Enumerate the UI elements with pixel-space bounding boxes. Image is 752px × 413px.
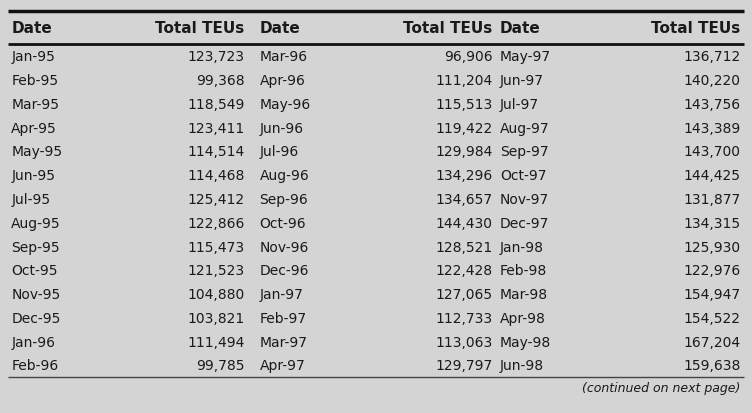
Text: 122,976: 122,976	[684, 263, 741, 278]
Text: 113,063: 113,063	[435, 335, 493, 349]
Text: Oct-96: Oct-96	[259, 216, 306, 230]
Text: Total TEUs: Total TEUs	[155, 21, 244, 36]
Text: Mar-98: Mar-98	[500, 287, 548, 301]
Text: 140,220: 140,220	[684, 74, 741, 88]
Text: Oct-95: Oct-95	[11, 263, 58, 278]
Text: Jul-97: Jul-97	[500, 98, 539, 112]
Text: 119,422: 119,422	[435, 121, 493, 135]
Text: Jun-98: Jun-98	[500, 358, 544, 373]
Text: 134,657: 134,657	[435, 192, 493, 206]
Text: Mar-97: Mar-97	[259, 335, 308, 349]
Text: Nov-96: Nov-96	[259, 240, 309, 254]
Text: Jan-95: Jan-95	[11, 50, 55, 64]
Text: Oct-97: Oct-97	[500, 169, 547, 183]
Text: Date: Date	[11, 21, 52, 36]
Text: 143,700: 143,700	[684, 145, 741, 159]
Text: 129,984: 129,984	[435, 145, 493, 159]
Text: Feb-97: Feb-97	[259, 311, 307, 325]
Text: Nov-95: Nov-95	[11, 287, 60, 301]
Text: 111,204: 111,204	[435, 74, 493, 88]
Text: 115,513: 115,513	[435, 98, 493, 112]
Text: 134,296: 134,296	[435, 169, 493, 183]
Text: Apr-97: Apr-97	[259, 358, 305, 373]
Text: 144,430: 144,430	[435, 216, 493, 230]
Text: 118,549: 118,549	[187, 98, 244, 112]
Text: Date: Date	[500, 21, 541, 36]
Text: May-96: May-96	[259, 98, 311, 112]
Text: Dec-96: Dec-96	[259, 263, 309, 278]
Text: 144,425: 144,425	[684, 169, 741, 183]
Text: 121,523: 121,523	[187, 263, 244, 278]
Text: 143,756: 143,756	[684, 98, 741, 112]
Text: Apr-98: Apr-98	[500, 311, 546, 325]
Text: Jan-97: Jan-97	[259, 287, 303, 301]
Text: Jun-96: Jun-96	[259, 121, 304, 135]
Text: 111,494: 111,494	[187, 335, 244, 349]
Text: 125,930: 125,930	[684, 240, 741, 254]
Text: 114,468: 114,468	[187, 169, 244, 183]
Text: 114,514: 114,514	[187, 145, 244, 159]
Text: Apr-95: Apr-95	[11, 121, 57, 135]
Text: 134,315: 134,315	[684, 216, 741, 230]
Text: Feb-98: Feb-98	[500, 263, 547, 278]
Text: May-97: May-97	[500, 50, 551, 64]
Text: Dec-97: Dec-97	[500, 216, 550, 230]
Text: 99,368: 99,368	[196, 74, 244, 88]
Text: 154,522: 154,522	[684, 311, 741, 325]
Text: Jan-96: Jan-96	[11, 335, 56, 349]
Text: 154,947: 154,947	[684, 287, 741, 301]
Text: Apr-96: Apr-96	[259, 74, 305, 88]
Text: 115,473: 115,473	[187, 240, 244, 254]
Text: Jan-98: Jan-98	[500, 240, 544, 254]
Text: Jun-97: Jun-97	[500, 74, 544, 88]
Text: 129,797: 129,797	[435, 358, 493, 373]
Text: Jun-95: Jun-95	[11, 169, 56, 183]
Text: Feb-95: Feb-95	[11, 74, 59, 88]
Text: (continued on next page): (continued on next page)	[582, 382, 741, 394]
Text: Sep-95: Sep-95	[11, 240, 60, 254]
Text: 122,428: 122,428	[435, 263, 493, 278]
Text: Feb-96: Feb-96	[11, 358, 59, 373]
Text: Sep-96: Sep-96	[259, 192, 308, 206]
Text: Total TEUs: Total TEUs	[651, 21, 741, 36]
Text: 131,877: 131,877	[684, 192, 741, 206]
Text: Jul-95: Jul-95	[11, 192, 50, 206]
Text: 143,389: 143,389	[684, 121, 741, 135]
Text: 159,638: 159,638	[684, 358, 741, 373]
Text: 99,785: 99,785	[196, 358, 244, 373]
Text: Mar-95: Mar-95	[11, 98, 59, 112]
Text: Mar-96: Mar-96	[259, 50, 308, 64]
Text: Nov-97: Nov-97	[500, 192, 549, 206]
Text: Aug-97: Aug-97	[500, 121, 550, 135]
Text: 123,723: 123,723	[187, 50, 244, 64]
Text: 123,411: 123,411	[187, 121, 244, 135]
Text: 103,821: 103,821	[187, 311, 244, 325]
Text: 104,880: 104,880	[187, 287, 244, 301]
Text: 125,412: 125,412	[187, 192, 244, 206]
Text: May-98: May-98	[500, 335, 551, 349]
Text: Jul-96: Jul-96	[259, 145, 299, 159]
Text: 112,733: 112,733	[435, 311, 493, 325]
Text: Aug-96: Aug-96	[259, 169, 309, 183]
Text: 167,204: 167,204	[684, 335, 741, 349]
Text: Date: Date	[259, 21, 300, 36]
Text: 96,906: 96,906	[444, 50, 493, 64]
Text: Sep-97: Sep-97	[500, 145, 549, 159]
Text: Dec-95: Dec-95	[11, 311, 61, 325]
Text: 122,866: 122,866	[187, 216, 244, 230]
Text: 128,521: 128,521	[435, 240, 493, 254]
Text: May-95: May-95	[11, 145, 62, 159]
Text: Aug-95: Aug-95	[11, 216, 61, 230]
Text: 127,065: 127,065	[435, 287, 493, 301]
Text: Total TEUs: Total TEUs	[403, 21, 493, 36]
Text: 136,712: 136,712	[684, 50, 741, 64]
